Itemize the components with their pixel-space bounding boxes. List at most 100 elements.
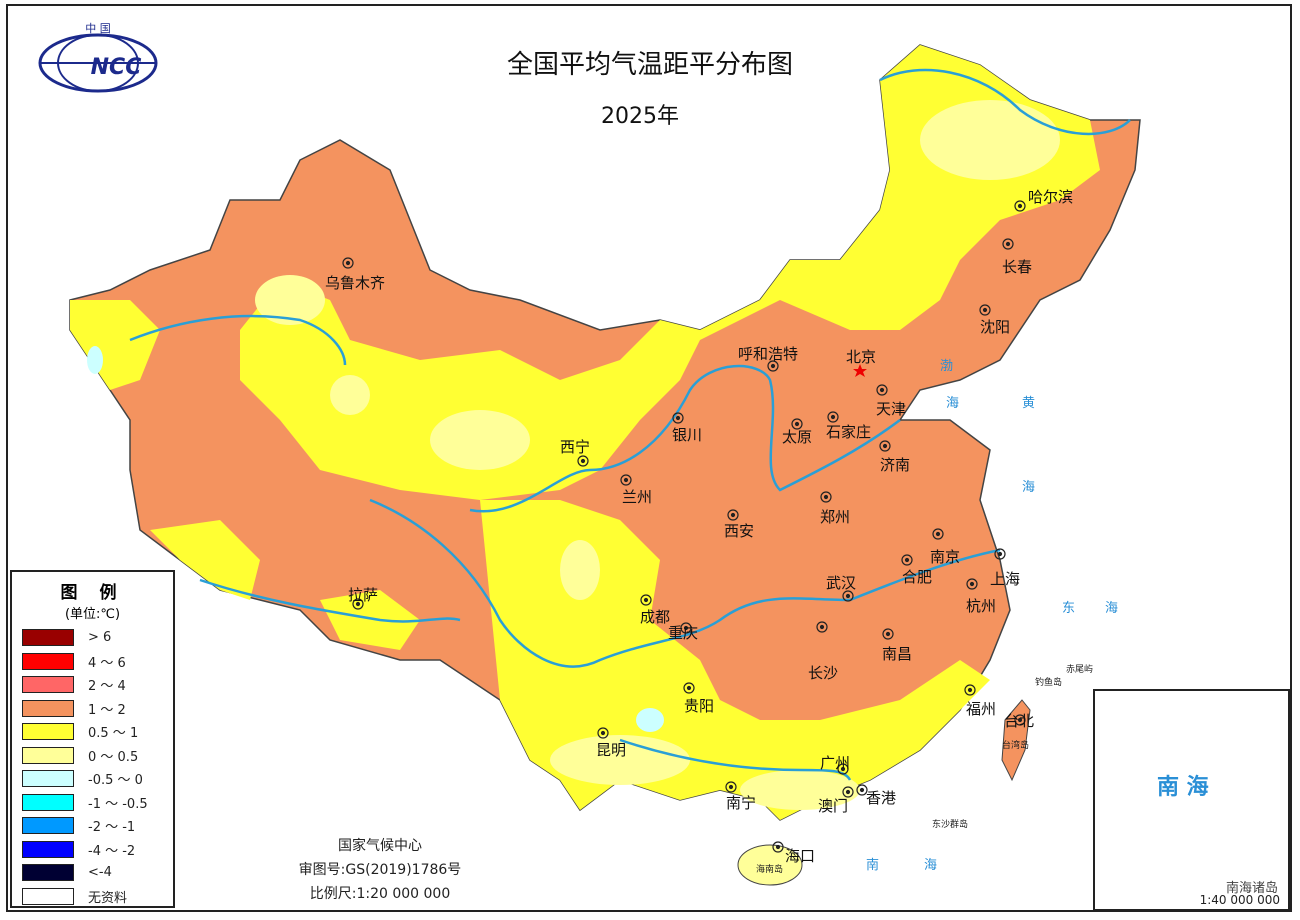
- city-marker-icon: [932, 528, 944, 540]
- city-label: 杭州: [966, 597, 997, 615]
- city-marker-dot: [969, 581, 975, 587]
- city-marker-icon: [964, 684, 976, 696]
- city-marker-icon: [597, 727, 609, 739]
- inset-sea-label: 南 海: [1157, 775, 1209, 800]
- city-label: 贵阳: [684, 697, 715, 715]
- map-frame: [6, 4, 1292, 912]
- city-label: 沈阳: [980, 318, 1011, 336]
- city-marker-icon: [640, 594, 652, 606]
- city-marker-dot: [623, 477, 629, 483]
- city-marker-icon: [1014, 714, 1026, 726]
- map-footer: 国家气候中心 审图号:GS(2019)1786号 比例尺:1:20 000 00…: [270, 834, 490, 906]
- map-subtitle: 2025年: [601, 104, 679, 129]
- sea-label: 海: [946, 396, 960, 411]
- city-marker-icon: [727, 509, 739, 521]
- city-label: 长春: [1002, 258, 1033, 276]
- city-marker-icon: [979, 304, 991, 316]
- city-label: 福州: [966, 700, 997, 718]
- city-label: 乌鲁木齐: [325, 274, 386, 292]
- city-marker-dot: [845, 593, 851, 599]
- legend-label: 无资料: [88, 890, 128, 906]
- legend-item: -0.5 ～ 0: [12, 767, 173, 791]
- legend-swatch: [22, 793, 74, 811]
- sea-label: 海: [924, 858, 938, 873]
- inset-label: 南海诸岛: [1225, 881, 1278, 896]
- legend-item: 0 ～ 0.5: [12, 744, 173, 768]
- legend-label: 1 ～ 2: [88, 702, 126, 718]
- city-label: 南宁: [726, 794, 757, 812]
- city-label: 兰州: [622, 488, 653, 506]
- city-marker-icon: [816, 621, 828, 633]
- legend-swatch: [22, 746, 74, 764]
- legend-item: > 6: [12, 626, 173, 650]
- svg-text:中 国: 中 国: [85, 22, 111, 35]
- tarim-river: [129, 314, 347, 366]
- city-marker-icon: [842, 786, 854, 798]
- city-marker-dot: [580, 458, 586, 464]
- city-marker-icon: [837, 763, 849, 775]
- city-label: 成都: [640, 608, 671, 626]
- city-label: 台北: [1004, 712, 1035, 730]
- legend-swatch: [22, 676, 74, 694]
- city-marker-dot: [882, 443, 888, 449]
- city-label: 长沙: [808, 664, 839, 682]
- legend-item: <-4: [12, 861, 173, 885]
- legend-item: 1 ～ 2: [12, 697, 173, 721]
- island-label: 台湾岛: [1002, 741, 1030, 751]
- city-marker-dot: [728, 784, 734, 790]
- yarlung-river: [199, 578, 461, 623]
- sea-label: 渤: [940, 359, 954, 374]
- island-label: 东沙群岛: [932, 820, 969, 830]
- heilong-river: [879, 68, 1131, 136]
- legend-swatch: [22, 840, 74, 858]
- city-marker-dot: [819, 624, 825, 630]
- legend-swatch: [22, 817, 74, 835]
- island-label: 海南岛: [756, 865, 784, 875]
- legend-label: 0 ～ 0.5: [88, 749, 139, 765]
- city-marker-dot: [643, 597, 649, 603]
- city-label: 拉萨: [348, 586, 379, 604]
- legend-item: 0.5 ～ 1: [12, 720, 173, 744]
- city-label: 上海: [990, 570, 1021, 588]
- city-marker-icon: [352, 598, 364, 610]
- city-marker-icon: [1002, 238, 1014, 250]
- inset-scale: 1:40 000 000: [1199, 893, 1280, 907]
- taiwan-island: [1001, 699, 1031, 782]
- city-marker-icon: [842, 590, 854, 602]
- city-marker-dot: [904, 557, 910, 563]
- city-marker-dot: [840, 766, 846, 772]
- legend-label: -0.5 ～ 0: [88, 773, 143, 789]
- yellow-river: [469, 364, 901, 513]
- city-marker-icon: [342, 257, 354, 269]
- city-marker-icon: [901, 554, 913, 566]
- city-label: 济南: [880, 456, 911, 474]
- legend-swatch: [22, 629, 74, 647]
- legend-swatch: [22, 887, 74, 905]
- city-marker-dot: [775, 844, 781, 850]
- city-marker-dot: [935, 531, 941, 537]
- map-scale: 比例尺:1:20 000 000: [309, 886, 451, 902]
- city-label: 北京: [846, 348, 877, 366]
- legend-item: 2 ～ 4: [12, 673, 173, 697]
- city-label: 武汉: [826, 574, 857, 592]
- approval-number: 审图号:GS(2019)1786号: [298, 862, 462, 878]
- city-marker-icon: [994, 548, 1006, 560]
- city-label: 石家庄: [826, 423, 872, 441]
- legend-label: 0.5 ～ 1: [88, 726, 139, 742]
- city-label: 昆明: [596, 741, 627, 759]
- legend-label: -1 ～ -0.5: [88, 796, 148, 812]
- legend-label: <-4: [88, 865, 112, 881]
- city-marker-dot: [879, 387, 885, 393]
- city-label: 合肥: [902, 568, 933, 586]
- legend-label: 4 ～ 6: [88, 655, 126, 671]
- sea-label: 海: [1105, 601, 1119, 616]
- city-marker-dot: [345, 260, 351, 266]
- city-marker-icon: [672, 412, 684, 424]
- legend-item: 4 ～ 6: [12, 650, 173, 674]
- city-marker-icon: [767, 360, 779, 372]
- legend-item: -2 ～ -1: [12, 814, 173, 838]
- city-marker-dot: [600, 730, 606, 736]
- city-label: 郑州: [820, 508, 851, 526]
- city-marker-icon: [879, 440, 891, 452]
